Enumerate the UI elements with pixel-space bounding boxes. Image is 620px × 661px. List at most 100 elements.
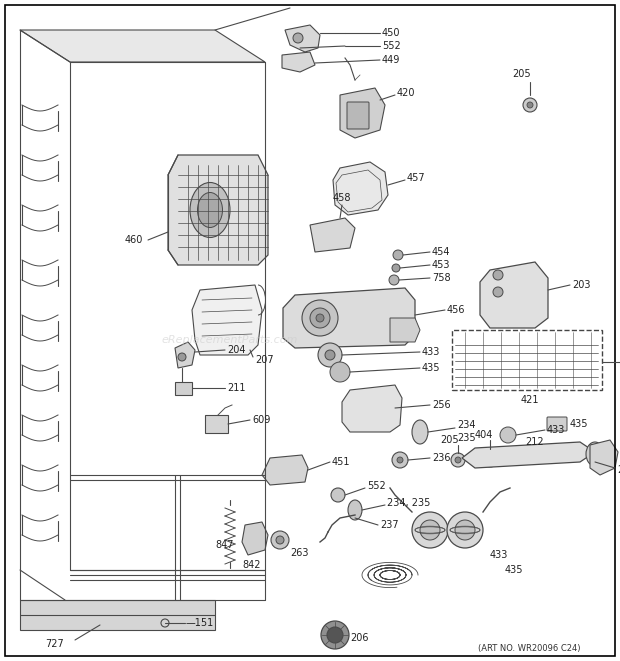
Text: 552: 552 (382, 41, 401, 51)
Polygon shape (462, 442, 595, 468)
Text: 420: 420 (397, 88, 415, 98)
Text: 234, 235: 234, 235 (387, 498, 430, 508)
Circle shape (523, 98, 537, 112)
Text: 421: 421 (521, 395, 539, 405)
Polygon shape (175, 382, 192, 395)
Polygon shape (262, 455, 308, 485)
Polygon shape (282, 52, 315, 72)
Polygon shape (342, 385, 402, 432)
Polygon shape (390, 318, 420, 342)
Circle shape (455, 457, 461, 463)
Circle shape (493, 287, 503, 297)
Circle shape (331, 488, 345, 502)
FancyBboxPatch shape (347, 102, 369, 129)
Circle shape (527, 102, 533, 108)
Ellipse shape (190, 182, 230, 237)
Text: eReplacementParts.com: eReplacementParts.com (162, 335, 298, 345)
Text: 435: 435 (422, 363, 440, 373)
Text: 204: 204 (227, 345, 246, 355)
Text: (ART NO. WR20096 C24): (ART NO. WR20096 C24) (477, 644, 580, 652)
Circle shape (447, 512, 483, 548)
Text: 235: 235 (457, 433, 476, 443)
Circle shape (412, 512, 448, 548)
Polygon shape (175, 342, 195, 368)
Text: 236: 236 (432, 453, 451, 463)
Text: 456: 456 (447, 305, 466, 315)
Text: 234: 234 (457, 420, 476, 430)
Circle shape (178, 353, 186, 361)
Text: 433: 433 (490, 550, 508, 560)
Ellipse shape (348, 500, 362, 520)
Circle shape (325, 350, 335, 360)
Text: 552: 552 (367, 481, 386, 491)
Text: 263: 263 (290, 548, 309, 558)
Circle shape (481, 449, 499, 467)
Circle shape (293, 33, 303, 43)
FancyBboxPatch shape (547, 417, 567, 431)
Text: 433: 433 (547, 425, 565, 435)
Text: 256: 256 (432, 400, 451, 410)
Circle shape (486, 454, 494, 462)
Text: 205: 205 (441, 435, 459, 445)
Text: 435: 435 (570, 419, 588, 429)
Circle shape (392, 452, 408, 468)
Text: 450: 450 (382, 28, 401, 38)
Circle shape (392, 264, 400, 272)
Text: 433: 433 (422, 347, 440, 357)
Polygon shape (340, 88, 385, 138)
Text: 609: 609 (252, 415, 270, 425)
Text: 453: 453 (432, 260, 451, 270)
Circle shape (316, 314, 324, 322)
Polygon shape (242, 522, 268, 555)
Circle shape (302, 300, 338, 336)
Text: 205: 205 (513, 69, 531, 79)
Circle shape (318, 343, 342, 367)
Text: 458: 458 (333, 193, 352, 203)
Text: 237: 237 (380, 520, 399, 530)
Circle shape (321, 621, 349, 649)
Polygon shape (480, 262, 548, 328)
Text: 758: 758 (432, 273, 451, 283)
Text: 211: 211 (227, 383, 246, 393)
Circle shape (271, 531, 289, 549)
Circle shape (330, 362, 350, 382)
Text: 449: 449 (382, 55, 401, 65)
Text: 207: 207 (255, 355, 273, 365)
Polygon shape (590, 440, 618, 475)
Text: 206: 206 (350, 633, 368, 643)
Circle shape (493, 270, 503, 280)
Polygon shape (192, 285, 262, 355)
Text: 404: 404 (475, 430, 493, 440)
Text: 435: 435 (505, 565, 523, 575)
Ellipse shape (198, 192, 223, 227)
Polygon shape (168, 155, 268, 265)
Text: 847: 847 (215, 540, 234, 550)
Ellipse shape (412, 420, 428, 444)
Text: 842: 842 (242, 560, 260, 570)
Circle shape (420, 520, 440, 540)
Text: 203: 203 (572, 280, 590, 290)
Polygon shape (283, 288, 415, 348)
Text: 212: 212 (525, 437, 544, 447)
Polygon shape (310, 218, 355, 252)
Polygon shape (285, 25, 320, 52)
Text: 727: 727 (45, 639, 64, 649)
Circle shape (451, 453, 465, 467)
Circle shape (389, 275, 399, 285)
Text: 457: 457 (407, 173, 425, 183)
Polygon shape (20, 30, 265, 62)
Circle shape (393, 250, 403, 260)
Text: 259: 259 (617, 465, 620, 475)
Text: 454: 454 (432, 247, 451, 257)
Circle shape (455, 520, 475, 540)
Polygon shape (205, 415, 228, 433)
Polygon shape (333, 162, 388, 215)
Circle shape (310, 308, 330, 328)
Text: —151: —151 (186, 618, 215, 628)
Circle shape (500, 427, 516, 443)
Polygon shape (20, 600, 215, 630)
Ellipse shape (586, 442, 604, 466)
Text: 451: 451 (332, 457, 350, 467)
Circle shape (276, 536, 284, 544)
Circle shape (327, 627, 343, 643)
